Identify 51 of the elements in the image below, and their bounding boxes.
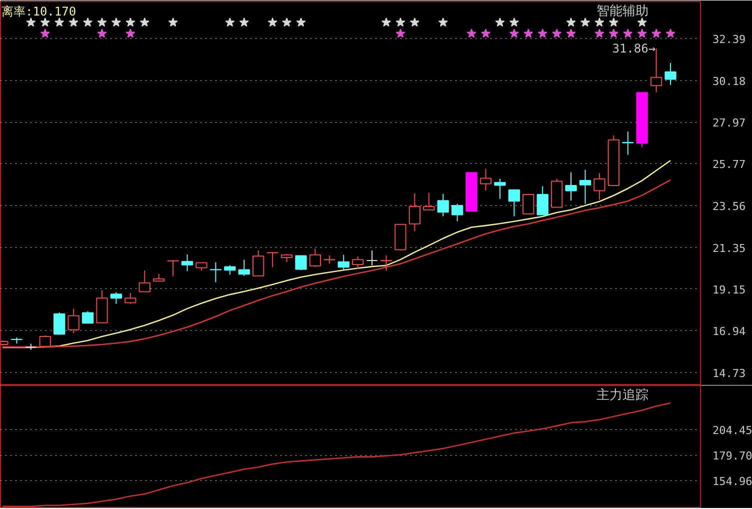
candlestick xyxy=(210,262,222,283)
chart-title: 主力追踪 xyxy=(596,387,648,403)
y-tick-label: 19.15 xyxy=(712,283,746,296)
candlestick xyxy=(110,292,122,304)
y-tick-label: 23.56 xyxy=(712,200,746,214)
candlestick xyxy=(338,254,350,272)
candlestick xyxy=(565,172,577,202)
y-tick-label: 204.45 xyxy=(712,424,752,437)
candlestick xyxy=(295,255,307,271)
y-tick-label: 30.18 xyxy=(712,74,746,88)
candlestick xyxy=(25,343,37,350)
candlestick xyxy=(238,259,250,276)
y-tick-label: 32.39 xyxy=(712,33,746,46)
annotation: 离率:10.170 xyxy=(2,4,76,18)
candlestick xyxy=(480,168,492,192)
y-tick-label: 21.35 xyxy=(712,242,746,255)
candlestick xyxy=(39,334,51,347)
candlestick xyxy=(423,192,435,210)
line-series xyxy=(2,402,672,508)
y-tick-label: 16.94 xyxy=(712,325,746,338)
candlestick xyxy=(68,308,80,334)
y-tick-label: 154.96 xyxy=(712,475,752,488)
y-tick-label: 179.70 xyxy=(712,450,752,463)
candlestick xyxy=(594,172,606,200)
candlestick xyxy=(536,186,548,216)
candlestick xyxy=(181,254,194,272)
candlestick xyxy=(522,193,534,214)
candlestick xyxy=(309,248,322,268)
chart-title: 智能辅助 xyxy=(596,4,648,19)
candlestick xyxy=(124,292,136,304)
candlestick xyxy=(508,189,520,217)
y-tick-label: 27.97 xyxy=(712,116,746,130)
y-tick-label: 14.73 xyxy=(712,366,746,380)
candlestick xyxy=(380,254,392,272)
candlestick xyxy=(138,270,150,292)
candlestick xyxy=(579,169,592,204)
candlestick xyxy=(266,252,278,268)
candlestick xyxy=(437,193,449,217)
candlestick xyxy=(224,264,236,276)
candlestick xyxy=(82,310,94,324)
candlestick xyxy=(451,203,464,222)
candlestick xyxy=(352,256,364,270)
candlestick xyxy=(664,62,676,86)
candlestick xyxy=(408,192,420,232)
candlestick xyxy=(252,250,264,276)
annotation: 31.86→ xyxy=(612,42,656,56)
y-tick-label: 25.77 xyxy=(712,158,746,172)
candlestick xyxy=(167,260,179,277)
candlestick xyxy=(366,250,378,266)
candlestick xyxy=(54,312,66,336)
candlestick xyxy=(494,178,506,200)
